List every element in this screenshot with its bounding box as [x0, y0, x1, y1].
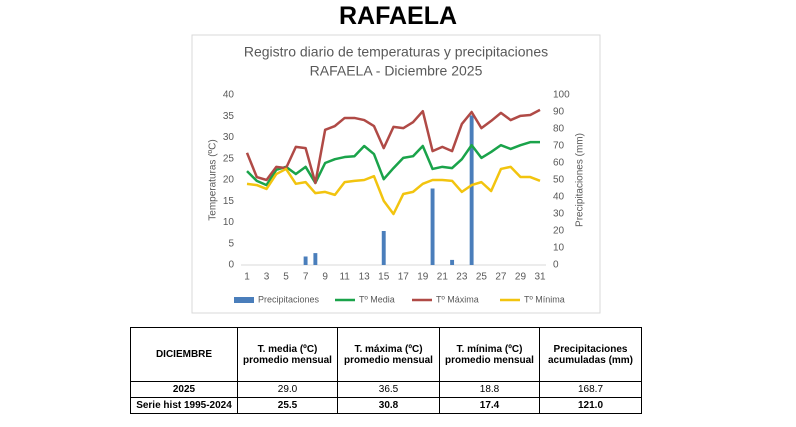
x-tick-label: 13 — [359, 272, 371, 283]
header-text: DICIEMBRE — [155, 349, 213, 360]
x-tick-label: 3 — [264, 272, 270, 283]
y2-tick-label: 90 — [553, 107, 565, 118]
y2-tick-label: 40 — [553, 192, 565, 203]
header-text: promedio mensual — [344, 354, 433, 366]
y2-axis-title: Precipitaciones (mm) — [575, 133, 586, 227]
header-text: Precipitaciones — [553, 343, 628, 355]
table-cell: Serie hist 1995-2024 — [130, 397, 238, 414]
x-tick-label: 27 — [495, 272, 507, 283]
line-series — [245, 108, 541, 185]
table-cell: 29.0 — [237, 381, 338, 398]
legend-label: Tº Mínima — [524, 294, 565, 304]
chart-subtitle: RAFAELA - Diciembre 2025 — [310, 63, 483, 79]
y-tick-label: 10 — [223, 217, 235, 228]
header-cell: Precipitaciones acumuladas (mm) — [539, 327, 642, 382]
y-tick-label: 40 — [223, 90, 235, 101]
x-tick-label: 15 — [378, 272, 390, 283]
table-cell: 25.5 — [237, 397, 338, 414]
header-text: acumuladas (mm) — [547, 354, 634, 366]
y2-tick-label: 0 — [553, 260, 559, 271]
bar — [450, 259, 455, 265]
x-tick-label: 29 — [515, 272, 527, 283]
table-row: 2025 29.0 36.5 18.8 168.7 — [130, 381, 642, 398]
y2-tick-label: 10 — [553, 243, 565, 254]
line-series — [246, 140, 540, 187]
table-cell: 18.8 — [439, 381, 540, 398]
legend-swatch — [234, 297, 254, 303]
y-axis-title: Temperaturas (ºC) — [208, 139, 219, 220]
x-tick-label: 11 — [339, 272, 350, 283]
x-tick-label: 25 — [476, 272, 488, 283]
y-tick-label: 5 — [228, 238, 234, 249]
summary-table: DICIEMBRE T. media (ºC) promedio mensual T.… — [130, 327, 642, 414]
header-text: promedio mensual — [243, 354, 332, 366]
y-tick-label: 15 — [223, 196, 235, 207]
y2-tick-label: 80 — [553, 124, 565, 135]
table-cell: 2025 — [130, 381, 238, 398]
y-tick-label: 25 — [223, 153, 235, 164]
x-tick-label: 19 — [417, 272, 429, 283]
header-text: T. media (ºC) — [257, 343, 318, 355]
bar — [313, 253, 318, 265]
chart-title: Registro diario de temperaturas y precip… — [244, 44, 548, 60]
header-text: T. máxima (ºC) — [354, 343, 423, 355]
y2-tick-label: 70 — [553, 141, 565, 152]
bar — [381, 231, 386, 265]
table-cell: 168.7 — [539, 381, 642, 398]
x-tick-label: 31 — [534, 272, 546, 283]
legend-label: Precipitaciones — [258, 294, 320, 304]
table-cell: 30.8 — [337, 397, 440, 414]
y-tick-label: 35 — [223, 111, 235, 122]
bar — [469, 115, 474, 266]
header-text: promedio mensual — [445, 354, 534, 366]
chart-frame — [191, 34, 601, 314]
y-tick-label: 0 — [228, 260, 234, 271]
y-tick-label: 30 — [223, 132, 235, 143]
x-tick-label: 1 — [244, 272, 250, 283]
bar — [430, 188, 435, 265]
bar — [303, 256, 308, 265]
header-cell: T. mínima (ºC) promedio mensual — [439, 327, 540, 382]
y2-tick-label: 20 — [553, 226, 565, 237]
table-cell: 121.0 — [539, 397, 642, 414]
header-cell: DICIEMBRE — [130, 327, 238, 382]
header-cell: T. media (ºC) promedio mensual — [237, 327, 338, 382]
legend-label: Tº Media — [359, 294, 395, 304]
y2-tick-label: 60 — [553, 158, 565, 169]
legend-label: Tº Máxima — [436, 294, 479, 304]
y2-tick-label: 50 — [553, 175, 565, 186]
y-tick-label: 20 — [223, 175, 235, 186]
page-title: RAFAELA — [338, 2, 458, 30]
header-text: T. mínima (ºC) — [456, 343, 523, 355]
header-cell: T. máxima (ºC) promedio mensual — [337, 327, 440, 382]
table-row: Serie hist 1995-2024 25.5 30.8 17.4 121.0 — [130, 397, 642, 414]
x-tick-label: 17 — [398, 272, 410, 283]
x-tick-label: 5 — [283, 272, 289, 283]
table-cell: 17.4 — [439, 397, 540, 414]
y2-tick-label: 30 — [553, 209, 565, 220]
x-tick-label: 9 — [322, 272, 328, 283]
x-tick-label: 23 — [456, 272, 468, 283]
x-tick-label: 7 — [303, 272, 309, 283]
table-cell: 36.5 — [337, 381, 440, 398]
line-series — [246, 165, 541, 216]
y2-tick-label: 100 — [553, 90, 570, 101]
chart: Registro diario de temperaturas y precip… — [191, 34, 601, 314]
x-tick-label: 21 — [437, 272, 449, 283]
